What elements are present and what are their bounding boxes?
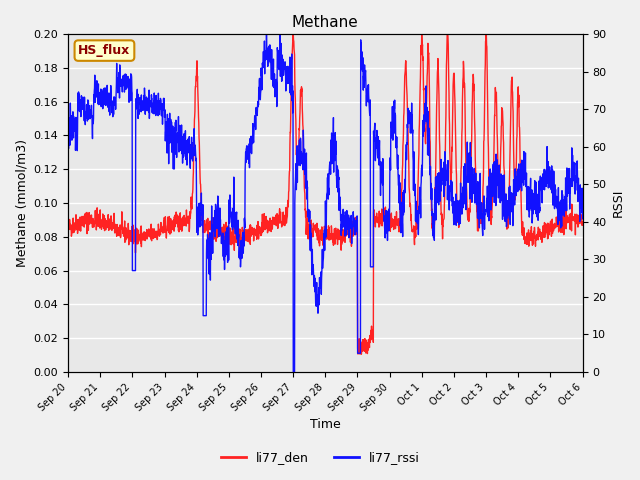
li77_den [564,219,572,225]
Y-axis label: RSSI: RSSI [612,189,625,217]
Y-axis label: Methane (mmol/m3): Methane (mmol/m3) [15,139,28,267]
li77_den [301,191,308,196]
li77_rssi [301,152,309,158]
Line: li77_den: li77_den [68,34,582,354]
li77_rssi [470,174,477,180]
li77_den [579,222,586,228]
li77_den [64,223,72,228]
Legend: li77_den, li77_rssi: li77_den, li77_rssi [216,446,424,469]
li77_rssi [90,88,98,94]
Line: li77_rssi: li77_rssi [68,34,582,372]
li77_rssi [315,285,323,290]
li77_den [470,88,477,94]
li77_rssi [579,216,586,222]
li77_rssi [289,369,297,375]
li77_rssi [564,169,572,175]
X-axis label: Time: Time [310,419,340,432]
li77_rssi [64,108,72,114]
li77_rssi [564,181,572,187]
li77_den [315,234,323,240]
Text: HS_flux: HS_flux [78,44,131,57]
Title: Methane: Methane [292,15,358,30]
li77_rssi [262,31,270,37]
li77_den [564,216,572,222]
li77_den [90,219,98,225]
li77_den [357,351,365,357]
li77_den [289,31,297,37]
